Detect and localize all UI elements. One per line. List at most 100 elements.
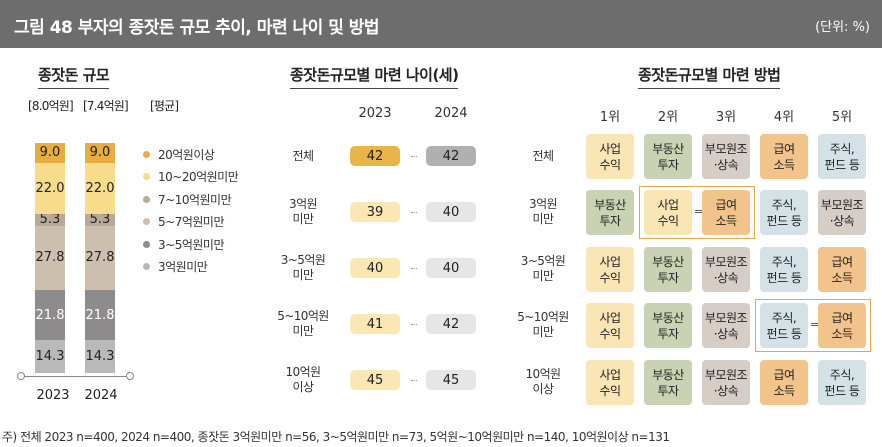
bar-segment: 14.3 <box>35 340 65 373</box>
method-row-label: 3억원 미만 <box>529 197 558 226</box>
age-value-2023: 42 <box>350 146 400 166</box>
legend-swatch <box>143 150 150 158</box>
age-value-2024: 40 <box>426 258 476 278</box>
bar-segment: 22.0 <box>35 163 65 214</box>
method-box: 부모원조 ·상속 <box>702 303 750 348</box>
method-row-label: 5~10억원 미만 <box>517 310 569 339</box>
legend-swatch <box>143 195 150 203</box>
bar-segment: 5.3 <box>85 212 115 227</box>
age-value-2024: 45 <box>426 370 476 390</box>
age-value-2023: 40 <box>350 258 400 278</box>
method-box: 부동산 투자 <box>586 190 634 235</box>
x-axis <box>20 376 130 377</box>
method-box: 사업 수익 <box>644 190 692 235</box>
bar-segment: 5.3 <box>35 212 65 227</box>
legend-swatch <box>143 218 150 226</box>
tie-highlight <box>639 186 755 239</box>
avg-label: [평균] <box>150 99 179 113</box>
method-box: 주식, 펀드 등 <box>818 360 866 405</box>
method-box: 부동산 투자 <box>644 134 692 179</box>
legend-label: 5~7억원미만 <box>158 215 225 230</box>
rank-3-header: 3위 <box>715 110 737 125</box>
method-box: 부모원조 ·상속 <box>818 190 866 235</box>
method-box: 사업 수익 <box>586 247 634 292</box>
legend-label: 10~20억원미만 <box>158 170 239 185</box>
legend-item: 3~5억원미만 <box>143 233 238 256</box>
connector <box>411 156 417 157</box>
legend-swatch <box>143 263 150 271</box>
method-box: 부동산 투자 <box>644 360 692 405</box>
rank-5-header: 5위 <box>831 110 853 125</box>
rank-4-header: 4위 <box>773 110 795 125</box>
rank-1-header: 1위 <box>599 110 621 125</box>
connector <box>411 324 417 325</box>
method-box: 사업 수익 <box>586 303 634 348</box>
bar-segment: 27.8 <box>35 226 65 290</box>
age-row-label: 3억원 미만 <box>289 197 318 226</box>
method-box: 부모원조 ·상속 <box>702 134 750 179</box>
rank-2-header: 2위 <box>657 110 679 125</box>
age-row-label: 10억원 이상 <box>285 365 322 394</box>
legend: 20억원이상 10~20억원미만 7~10억원미만 5~7억원미만 3~5억원미만 3억원… <box>143 143 239 278</box>
footnote: 주) 전체 2023 n=400, 2024 n=400, 종잣돈 3억원미만 … <box>2 430 670 444</box>
connector <box>411 268 417 269</box>
title-bar: 그림 48 부자의 종잣돈 규모 추이, 마련 나이 및 방법 (단위: %) <box>0 0 882 48</box>
x-tick-2024: 2024 <box>84 388 118 403</box>
x-tick-2023: 2023 <box>36 388 70 403</box>
legend-label: 3~5억원미만 <box>158 237 225 252</box>
method-box: 사업 수익 <box>586 360 634 405</box>
legend-swatch <box>143 173 150 181</box>
axis-end-dot-left <box>17 372 25 380</box>
age-value-2023: 41 <box>350 314 400 334</box>
method-row-label: 10억원 이상 <box>525 367 562 396</box>
legend-item: 5~7억원미만 <box>143 211 238 234</box>
method-box: 급여 소득 <box>818 303 866 348</box>
legend-label: 3억원미만 <box>158 260 208 275</box>
right-section-title: 종잣돈규모별 마련 방법 <box>638 66 781 89</box>
unit-label: (단위: %) <box>815 20 870 35</box>
method-box: 주식, 펀드 등 <box>760 303 808 348</box>
bar-segment: 21.8 <box>85 289 115 341</box>
bar-segment: 22.0 <box>85 163 115 214</box>
bar-segment: 21.8 <box>35 289 65 341</box>
method-row-label: 3~5억원 미만 <box>520 254 566 283</box>
middle-section-title: 종잣돈규모별 마련 나이(세) <box>290 66 459 89</box>
legend-label: 20억원이상 <box>158 147 215 162</box>
method-box: 주식, 펀드 등 <box>818 134 866 179</box>
tie-equals-sign: = <box>810 318 820 331</box>
connector <box>411 212 417 213</box>
total-2023: [8.0억원] <box>28 99 74 113</box>
legend-label: 7~10억원미만 <box>158 192 232 207</box>
age-col-2023: 2023 <box>358 106 392 121</box>
method-box: 부모원조 ·상속 <box>702 360 750 405</box>
age-value-2024: 40 <box>426 202 476 222</box>
tie-equals-sign: = <box>694 205 704 218</box>
method-box: 급여 소득 <box>760 134 808 179</box>
method-box: 급여 소득 <box>760 360 808 405</box>
age-row-label: 5~10억원 미만 <box>277 309 329 338</box>
age-value-2023: 45 <box>350 370 400 390</box>
age-row-label: 3~5억원 미만 <box>280 253 326 282</box>
tie-highlight <box>755 299 871 352</box>
age-col-2024: 2024 <box>434 106 468 121</box>
total-2024: [7.4억원] <box>83 99 129 113</box>
method-box: 주식, 펀드 등 <box>760 190 808 235</box>
left-section-title: 종잣돈 규모 <box>38 66 110 89</box>
legend-item: 20억원이상 <box>143 143 238 166</box>
age-value-2024: 42 <box>426 314 476 334</box>
method-box: 부동산 투자 <box>644 303 692 348</box>
age-value-2023: 39 <box>350 202 400 222</box>
method-box: 주식, 펀드 등 <box>760 247 808 292</box>
bar-segment: 27.8 <box>85 226 115 290</box>
method-box: 급여 소득 <box>702 190 750 235</box>
legend-item: 7~10억원미만 <box>143 188 238 211</box>
legend-swatch <box>143 240 150 248</box>
connector <box>411 380 417 381</box>
axis-end-dot-right <box>126 372 134 380</box>
method-box: 급여 소득 <box>818 247 866 292</box>
bar-segment: 14.3 <box>85 340 115 373</box>
figure-title: 그림 48 부자의 종잣돈 규모 추이, 마련 나이 및 방법 <box>14 18 380 38</box>
method-row-label: 전체 <box>532 148 554 163</box>
legend-item: 10~20억원미만 <box>143 166 239 189</box>
age-row-label: 전체 <box>292 148 314 163</box>
